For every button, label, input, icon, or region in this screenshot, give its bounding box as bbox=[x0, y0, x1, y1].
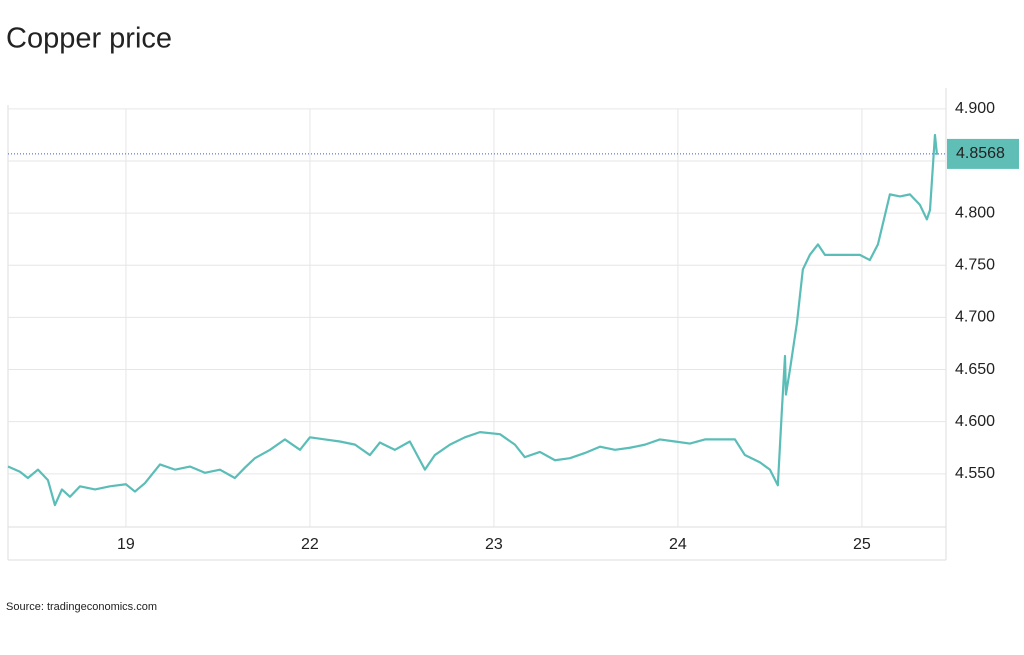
source: Source: tradingeconomics.com bbox=[6, 601, 157, 613]
x-tick-label: 23 bbox=[485, 536, 503, 553]
y-tick-label: 4.650 bbox=[955, 361, 995, 378]
x-tick-label: 22 bbox=[301, 536, 319, 553]
last-price-label: 4.8568 bbox=[956, 145, 1005, 162]
last-price-box bbox=[947, 138, 1019, 169]
y-tick-label: 4.750 bbox=[955, 256, 995, 273]
x-tick-label: 24 bbox=[669, 536, 687, 553]
chart-title: Copper price bbox=[6, 23, 172, 55]
y-tick-label: 4.600 bbox=[955, 413, 995, 430]
x-tick-label: 25 bbox=[853, 536, 871, 553]
y-tick-label: 4.900 bbox=[955, 100, 995, 117]
x-tick-label: 19 bbox=[117, 536, 135, 553]
price-line bbox=[7, 133, 939, 507]
y-tick-label: 4.800 bbox=[955, 204, 995, 221]
y-tick-label: 4.550 bbox=[955, 465, 995, 482]
y-tick-label: 4.700 bbox=[955, 309, 995, 326]
